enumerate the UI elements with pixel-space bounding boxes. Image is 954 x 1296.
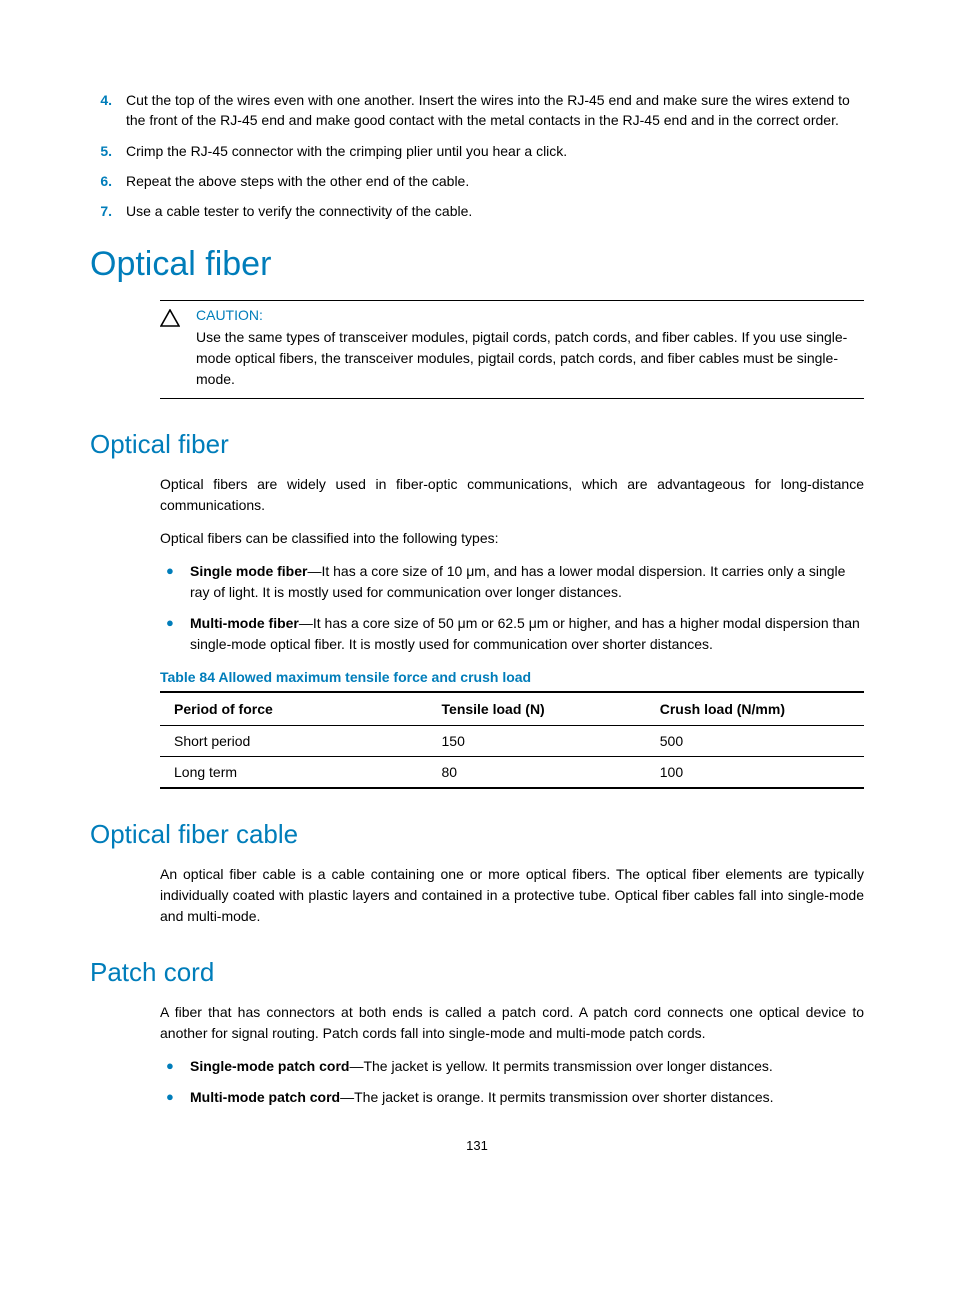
term: Single mode fiber <box>190 563 307 579</box>
step-text: Crimp the RJ-45 connector with the crimp… <box>126 141 864 161</box>
step-text: Use a cable tester to verify the connect… <box>126 201 864 221</box>
paragraph: Optical fibers are widely used in fiber-… <box>160 474 864 516</box>
bullet-list: ● Single-mode patch cord—The jacket is y… <box>160 1056 864 1108</box>
table-row: Long term 80 100 <box>160 757 864 789</box>
bullet-icon: ● <box>160 613 190 633</box>
step-item: 5. Crimp the RJ-45 connector with the cr… <box>90 141 864 161</box>
cell: Long term <box>160 757 428 789</box>
section-optical-fiber-cable: An optical fiber cable is a cable contai… <box>160 864 864 927</box>
cell: 500 <box>646 726 864 757</box>
step-number: 7. <box>90 201 126 221</box>
step-number: 4. <box>90 90 126 110</box>
bullet-icon: ● <box>160 1056 190 1076</box>
step-number: 5. <box>90 141 126 161</box>
page: 4. Cut the top of the wires even with on… <box>0 0 954 1193</box>
list-text: Single mode fiber—It has a core size of … <box>190 561 864 603</box>
tensile-load-table: Period of force Tensile load (N) Crush l… <box>160 691 864 789</box>
caution-body: CAUTION: Use the same types of transceiv… <box>196 307 864 390</box>
caution-block: CAUTION: Use the same types of transceiv… <box>160 300 864 399</box>
step-text: Cut the top of the wires even with one a… <box>126 90 864 131</box>
section-patch-cord: A fiber that has connectors at both ends… <box>160 1002 864 1108</box>
heading-optical-fiber: Optical fiber <box>90 245 864 284</box>
paragraph: An optical fiber cable is a cable contai… <box>160 864 864 927</box>
caution-label: CAUTION: <box>196 307 864 323</box>
list-text: Single-mode patch cord—The jacket is yel… <box>190 1056 864 1077</box>
list-item: ● Multi-mode patch cord—The jacket is or… <box>160 1087 864 1108</box>
table-title: Table 84 Allowed maximum tensile force a… <box>160 669 864 685</box>
cell: Short period <box>160 726 428 757</box>
paragraph: A fiber that has connectors at both ends… <box>160 1002 864 1044</box>
bullet-icon: ● <box>160 1087 190 1107</box>
caution-text: Use the same types of transceiver module… <box>196 327 864 390</box>
definition: —The jacket is orange. It permits transm… <box>340 1089 773 1105</box>
step-text: Repeat the above steps with the other en… <box>126 171 864 191</box>
heading-optical-fiber-sub: Optical fiber <box>90 429 864 460</box>
table-row: Short period 150 500 <box>160 726 864 757</box>
caution-icon <box>160 307 196 330</box>
section-optical-fiber: Optical fibers are widely used in fiber-… <box>160 474 864 789</box>
definition: —The jacket is yellow. It permits transm… <box>349 1058 772 1074</box>
cell: 150 <box>428 726 646 757</box>
step-number: 6. <box>90 171 126 191</box>
bullet-icon: ● <box>160 561 190 581</box>
list-item: ● Single-mode patch cord—The jacket is y… <box>160 1056 864 1077</box>
list-item: ● Single mode fiber—It has a core size o… <box>160 561 864 603</box>
cell: 80 <box>428 757 646 789</box>
col-header: Period of force <box>160 692 428 726</box>
step-item: 4. Cut the top of the wires even with on… <box>90 90 864 131</box>
paragraph: Optical fibers can be classified into th… <box>160 528 864 549</box>
bullet-list: ● Single mode fiber—It has a core size o… <box>160 561 864 655</box>
step-item: 6. Repeat the above steps with the other… <box>90 171 864 191</box>
term: Single-mode patch cord <box>190 1058 349 1074</box>
list-text: Multi-mode patch cord—The jacket is oran… <box>190 1087 864 1108</box>
step-item: 7. Use a cable tester to verify the conn… <box>90 201 864 221</box>
numbered-steps: 4. Cut the top of the wires even with on… <box>90 90 864 221</box>
list-item: ● Multi-mode fiber—It has a core size of… <box>160 613 864 655</box>
term: Multi-mode fiber <box>190 615 299 631</box>
col-header: Crush load (N/mm) <box>646 692 864 726</box>
term: Multi-mode patch cord <box>190 1089 340 1105</box>
col-header: Tensile load (N) <box>428 692 646 726</box>
cell: 100 <box>646 757 864 789</box>
page-number: 131 <box>90 1138 864 1153</box>
table-header-row: Period of force Tensile load (N) Crush l… <box>160 692 864 726</box>
heading-patch-cord: Patch cord <box>90 957 864 988</box>
heading-optical-fiber-cable: Optical fiber cable <box>90 819 864 850</box>
list-text: Multi-mode fiber—It has a core size of 5… <box>190 613 864 655</box>
